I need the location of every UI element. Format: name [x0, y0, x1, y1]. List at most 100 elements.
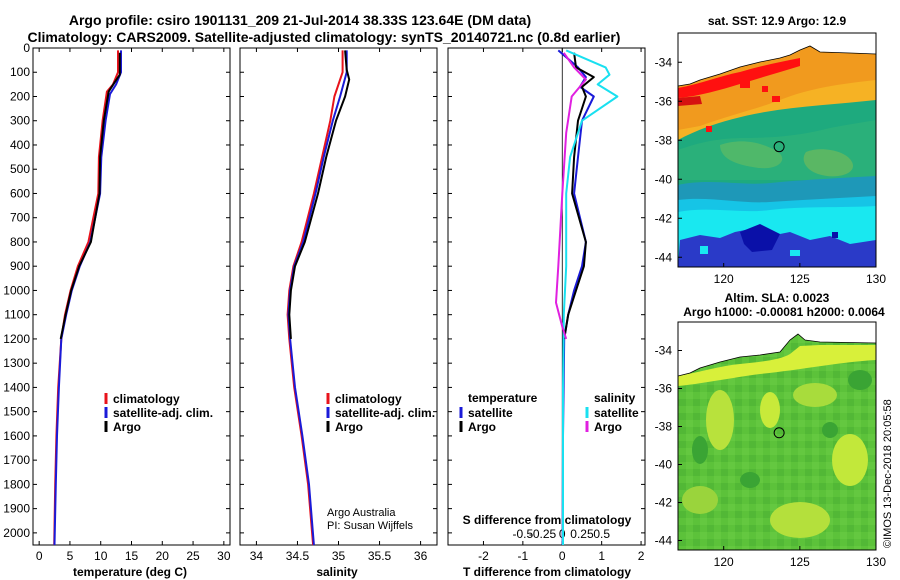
sst-profile-marker: [773, 141, 785, 153]
depth-tick-label: 1000: [3, 283, 30, 297]
series-line-argo: [288, 50, 351, 339]
depth-tick-label: 1400: [3, 380, 30, 394]
sla-map-frame: [677, 321, 877, 551]
lat-tick-label: -36: [655, 94, 673, 108]
s-difference-axis-label: S difference from climatology: [463, 513, 632, 527]
salinity-plot-frame: [239, 47, 438, 546]
s-tick-label: 0.5: [593, 527, 610, 541]
x-tick-label: 25: [186, 549, 200, 563]
imos-credit: ©IMOS 13-Dec-2018 20:05:58: [882, 399, 894, 548]
legend-label-climatology: climatology: [335, 392, 402, 406]
x-tick-label: 1: [598, 549, 605, 563]
lon-tick-label: 120: [714, 555, 734, 569]
depth-tick-label: 1700: [3, 453, 30, 467]
series-line-satellite: [562, 49, 619, 545]
sst-map: sat. SST: 12.9 Argo: 12.9: [655, 14, 887, 286]
series-line-argo: [59, 52, 121, 340]
x-tick-label: 10: [94, 549, 108, 563]
lon-tick-label: 125: [790, 272, 810, 286]
salinity-y-ticks: [240, 47, 437, 534]
lon-tick-label: 130: [866, 272, 886, 286]
sst-map-axes: 120 125 130 -34 -36 -38 -40 -42 -44: [655, 55, 887, 286]
depth-tick-label: 900: [10, 259, 30, 273]
temperature-x-axis: 0 5 10 15 20 25 30: [36, 48, 231, 563]
title-line-2: Climatology: CARS2009. Satellite-adjuste…: [28, 29, 621, 45]
lat-tick-label: -44: [655, 534, 673, 548]
difference-panel: -2 -1 0 1 2 -0.5-0.25 0 0.25 0.5 S difference f…: [447, 47, 646, 579]
x-tick-label: -1: [518, 549, 529, 563]
temperature-x-label: temperature (deg C): [73, 565, 187, 579]
t-difference-x-axis: -2 -1 0 1 2: [478, 48, 645, 563]
x-tick-label: 34: [250, 549, 264, 563]
depth-tick-label: 700: [10, 211, 30, 225]
lat-tick-label: -34: [655, 55, 673, 69]
legend-label-argo: Argo: [335, 420, 363, 434]
legend-label-argo: Argo: [113, 420, 141, 434]
lat-tick-label: -40: [655, 172, 673, 186]
series-line-argo: [563, 52, 595, 340]
legend-heading-salinity: salinity: [594, 391, 636, 405]
depth-tick-label: 100: [10, 65, 30, 79]
depth-tick-label: 1200: [3, 332, 30, 346]
temperature-legend: climatology satellite-adj. clim. Argo: [104, 392, 213, 434]
sla-map-title: Altim. SLA: 0.0023: [725, 291, 830, 305]
depth-tick-label: 400: [10, 138, 30, 152]
sla-map: Altim. SLA: 0.0023 Argo h1000: -0.00081 …: [655, 291, 887, 569]
x-tick-label: 20: [156, 549, 170, 563]
x-tick-label: 2: [638, 549, 645, 563]
legend-label-climatology: climatology: [113, 392, 180, 406]
x-tick-label: 34.5: [286, 549, 310, 563]
sla-map-subtitle: Argo h1000: -0.00081 h2000: 0.0064: [683, 305, 885, 319]
legend-label-s-argo: Argo: [594, 420, 622, 434]
sst-map-title: sat. SST: 12.9 Argo: 12.9: [708, 14, 847, 28]
depth-axis: 0 100 200 300 400 500 600 700 800 900 1000 1100 1200…: [3, 41, 230, 540]
depth-tick-label: 1100: [4, 308, 30, 322]
temperature-series: [53, 50, 122, 546]
credit-argo-australia: Argo Australia: [327, 507, 396, 519]
salinity-x-axis: 34 34.5 35 35.5 36: [250, 48, 428, 563]
legend-label-t-satellite: satellite: [468, 406, 513, 420]
lat-tick-label: -38: [655, 133, 673, 147]
lat-tick-label: -42: [655, 496, 673, 510]
credit-pi-name: PI: Susan Wijffels: [327, 520, 413, 532]
depth-tick-label: 1900: [3, 502, 30, 516]
sla-map-axes: 120 125 130 -34 -36 -38 -40 -42 -44: [655, 344, 887, 570]
legend-label-satellite-adj: satellite-adj. clim.: [335, 406, 435, 420]
salinity-panel: 34 34.5 35 35.5 36 salinity climatology sate…: [239, 47, 438, 579]
x-tick-label: 30: [217, 549, 231, 563]
salinity-series: [286, 50, 351, 546]
depth-tick-label: 600: [10, 186, 30, 200]
s-difference-axis: -0.5-0.25 0 0.25 0.5: [513, 527, 611, 541]
s-tick-label: -0.25: [529, 527, 557, 541]
x-tick-label: 35: [332, 549, 346, 563]
depth-tick-label: 500: [10, 162, 30, 176]
depth-tick-label: 1300: [3, 356, 30, 370]
difference-y-ticks: [448, 47, 645, 534]
lat-tick-label: -44: [655, 250, 673, 264]
x-tick-label: 15: [125, 549, 139, 563]
t-difference-x-label: T difference from climatology: [463, 565, 631, 579]
sla-profile-marker: [773, 427, 785, 439]
difference-plot-frame: [447, 47, 646, 546]
title-line-1: Argo profile: csiro 1901131_209 21-Jul-2…: [69, 12, 531, 28]
sla-map-field: [678, 322, 876, 550]
sst-map-field: [678, 33, 876, 267]
s-tick-label: -0.5: [513, 527, 534, 541]
lat-tick-label: -42: [655, 211, 673, 225]
legend-heading-temperature: temperature: [468, 391, 538, 405]
depth-tick-label: 300: [10, 114, 30, 128]
x-tick-label: 0: [559, 549, 566, 563]
legend-label-satellite-adj: satellite-adj. clim.: [113, 406, 213, 420]
x-tick-label: 35.5: [368, 549, 392, 563]
temperature-panel: 0100200300400500600700800900100011001200…: [3, 41, 231, 579]
salinity-legend: climatology satellite-adj. clim. Argo: [326, 392, 435, 434]
depth-tick-label: 200: [10, 89, 30, 103]
sst-map-frame: [677, 32, 877, 268]
lat-tick-label: -40: [655, 458, 673, 472]
lat-tick-label: -34: [655, 344, 673, 358]
s-tick-label: 0.25: [570, 527, 594, 541]
depth-tick-label: 800: [10, 235, 30, 249]
lat-tick-label: -36: [655, 382, 673, 396]
legend-label-s-satellite: satellite: [594, 406, 639, 420]
